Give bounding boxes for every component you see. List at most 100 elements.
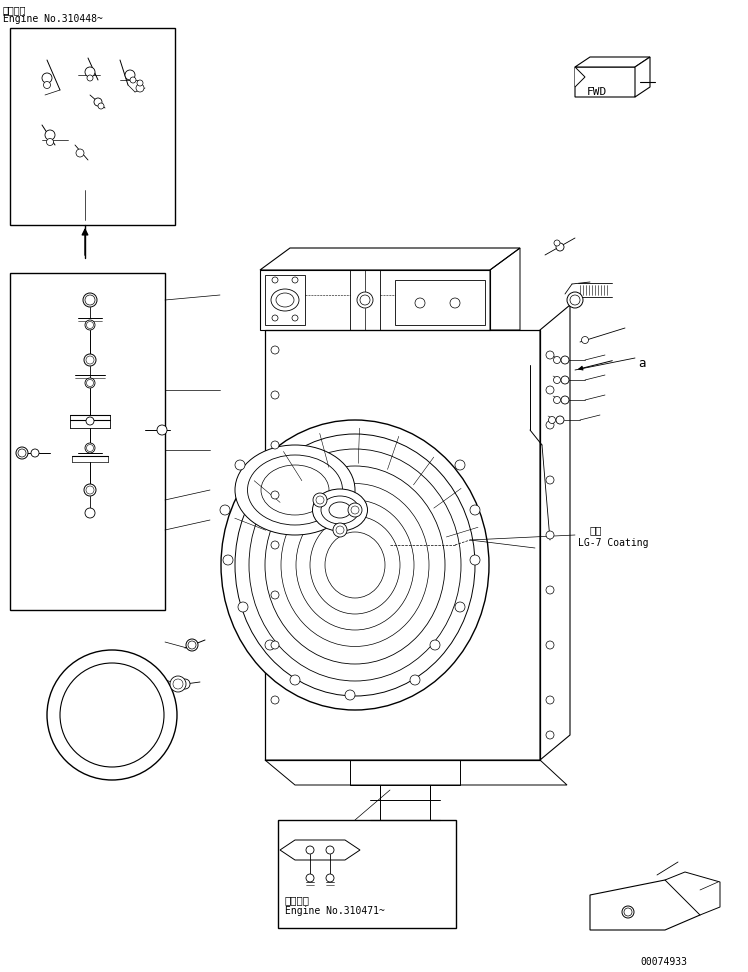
Ellipse shape xyxy=(276,293,294,307)
Circle shape xyxy=(42,73,52,83)
Polygon shape xyxy=(590,880,700,930)
Circle shape xyxy=(85,508,95,518)
Circle shape xyxy=(548,416,556,424)
Circle shape xyxy=(470,555,480,565)
Circle shape xyxy=(271,441,279,449)
Circle shape xyxy=(85,378,95,388)
Circle shape xyxy=(238,602,248,612)
Circle shape xyxy=(86,417,94,425)
Circle shape xyxy=(326,846,334,854)
Circle shape xyxy=(94,98,102,106)
Circle shape xyxy=(85,443,95,453)
Circle shape xyxy=(561,396,569,404)
Circle shape xyxy=(170,676,186,692)
Circle shape xyxy=(223,555,233,565)
Circle shape xyxy=(546,731,554,739)
Circle shape xyxy=(351,506,359,514)
Polygon shape xyxy=(635,57,650,97)
Circle shape xyxy=(450,298,460,308)
Circle shape xyxy=(85,320,95,330)
Circle shape xyxy=(87,322,94,329)
Circle shape xyxy=(336,526,344,534)
Circle shape xyxy=(554,357,560,364)
Ellipse shape xyxy=(281,483,429,646)
Circle shape xyxy=(357,292,373,308)
Circle shape xyxy=(360,295,370,305)
Circle shape xyxy=(561,376,569,384)
Circle shape xyxy=(624,908,632,916)
Circle shape xyxy=(546,386,554,394)
Circle shape xyxy=(98,103,104,109)
Circle shape xyxy=(271,346,279,354)
Circle shape xyxy=(136,84,144,92)
Circle shape xyxy=(87,444,94,452)
Polygon shape xyxy=(575,67,585,87)
Ellipse shape xyxy=(313,489,367,531)
Circle shape xyxy=(271,591,279,599)
Text: Engine No.310471~: Engine No.310471~ xyxy=(285,906,385,916)
Circle shape xyxy=(455,460,465,470)
Circle shape xyxy=(265,640,275,650)
Text: 適用号機: 適用号機 xyxy=(3,5,26,15)
Circle shape xyxy=(87,379,94,387)
Circle shape xyxy=(410,675,420,685)
Circle shape xyxy=(43,82,51,88)
Circle shape xyxy=(272,315,278,321)
Ellipse shape xyxy=(235,445,355,535)
Circle shape xyxy=(316,496,324,504)
Polygon shape xyxy=(575,67,640,97)
Circle shape xyxy=(271,491,279,499)
Circle shape xyxy=(306,874,314,882)
Circle shape xyxy=(546,476,554,484)
Circle shape xyxy=(220,505,230,515)
Circle shape xyxy=(272,277,278,283)
Circle shape xyxy=(290,675,300,685)
Circle shape xyxy=(561,356,569,364)
Ellipse shape xyxy=(296,500,414,630)
Bar xyxy=(10,28,175,225)
Circle shape xyxy=(470,505,480,515)
Circle shape xyxy=(180,679,190,689)
Circle shape xyxy=(546,351,554,359)
Circle shape xyxy=(84,354,96,366)
Circle shape xyxy=(546,586,554,594)
Ellipse shape xyxy=(248,455,343,525)
Circle shape xyxy=(85,67,95,77)
Circle shape xyxy=(554,397,560,403)
Text: a: a xyxy=(638,357,646,370)
Circle shape xyxy=(87,75,93,81)
Circle shape xyxy=(130,77,136,83)
Circle shape xyxy=(86,356,94,364)
Circle shape xyxy=(306,846,314,854)
Ellipse shape xyxy=(249,449,461,681)
Circle shape xyxy=(137,80,143,86)
Circle shape xyxy=(567,292,583,308)
Text: LG-7 Coating: LG-7 Coating xyxy=(578,538,649,548)
Circle shape xyxy=(271,541,279,549)
Circle shape xyxy=(235,460,245,470)
Circle shape xyxy=(60,663,164,767)
Circle shape xyxy=(85,295,95,305)
Circle shape xyxy=(348,503,362,517)
Text: 塗布: 塗布 xyxy=(590,525,602,535)
Circle shape xyxy=(455,602,465,612)
Circle shape xyxy=(570,295,580,305)
Circle shape xyxy=(333,523,347,537)
Circle shape xyxy=(84,484,96,496)
Circle shape xyxy=(546,421,554,429)
Circle shape xyxy=(546,696,554,704)
Circle shape xyxy=(157,425,167,435)
Circle shape xyxy=(581,336,589,343)
Circle shape xyxy=(326,874,334,882)
Circle shape xyxy=(271,696,279,704)
Circle shape xyxy=(292,315,298,321)
Ellipse shape xyxy=(235,434,475,696)
Circle shape xyxy=(31,449,39,457)
Text: FWD: FWD xyxy=(587,87,607,97)
Ellipse shape xyxy=(325,532,385,598)
Circle shape xyxy=(83,293,97,307)
Ellipse shape xyxy=(321,496,359,524)
Circle shape xyxy=(546,641,554,649)
Circle shape xyxy=(76,149,84,157)
Circle shape xyxy=(546,531,554,539)
